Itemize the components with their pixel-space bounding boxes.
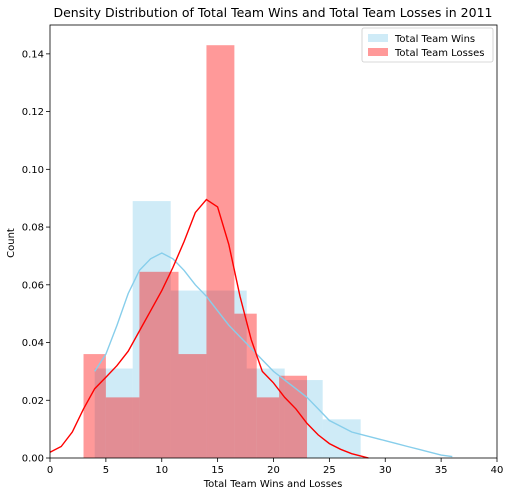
legend-box	[361, 27, 494, 63]
legend-label-total-team-wins: Total Team Wins	[394, 34, 475, 45]
total-team-losses-bar-3	[178, 354, 207, 458]
y-tick-label: 0.12	[22, 107, 44, 118]
y-tick-label: 0.10	[22, 165, 44, 176]
plot-area	[49, 45, 453, 459]
total-team-losses-bar-5	[234, 313, 257, 458]
legend-swatch-total-team-wins	[368, 34, 388, 42]
x-tick-label: 40	[491, 465, 504, 476]
total-team-losses-bar-2	[139, 271, 179, 458]
total-team-wins-bar-2	[170, 290, 209, 458]
y-tick-label: 0.04	[22, 338, 44, 349]
y-axis-label: Count	[6, 228, 17, 258]
total-team-wins-bar-6	[322, 419, 361, 458]
x-tick-label: 0	[47, 465, 53, 476]
y-tick-label: 0.08	[22, 223, 44, 234]
y-tick-label: 0.06	[22, 280, 44, 291]
total-team-wins-bar-3	[208, 290, 247, 458]
axes: 0 5 10 15 20 25 30 35 40 0.00 0.02 0.04 0.06 0.08 0.10…	[22, 24, 504, 476]
total-team-losses-kde-line	[49, 198, 369, 459]
legend-swatch-total-team-losses	[368, 48, 388, 56]
total-team-losses-bar-1	[105, 397, 140, 458]
x-tick-label: 25	[323, 465, 336, 476]
y-tick-label: 0.02	[22, 396, 44, 407]
legend: Total Team Wins Total Team Losses	[361, 27, 494, 63]
total-team-losses-bar-6	[256, 397, 280, 458]
x-tick-label: 10	[155, 465, 168, 476]
total-team-wins-bar-0	[94, 368, 133, 458]
y-tick-label: 0.00	[22, 454, 44, 465]
total-team-wins-kde-line	[94, 252, 453, 458]
x-tick-label: 5	[103, 465, 109, 476]
total-team-losses-bar-0	[83, 354, 106, 458]
total-team-wins-bar-4	[246, 368, 285, 458]
y-tick-label: 0.14	[22, 49, 44, 60]
chart-title: Density Distribution of Total Team Wins …	[53, 5, 492, 20]
x-tick-label: 20	[267, 465, 280, 476]
x-tick-label: 30	[379, 465, 392, 476]
x-tick-label: 15	[211, 465, 224, 476]
legend-label-total-team-losses: Total Team Losses	[394, 48, 484, 59]
total-team-wins-bar-1	[132, 201, 171, 458]
x-tick-label: 35	[435, 465, 448, 476]
x-axis-label: Total Team Wins and Losses	[203, 479, 343, 490]
